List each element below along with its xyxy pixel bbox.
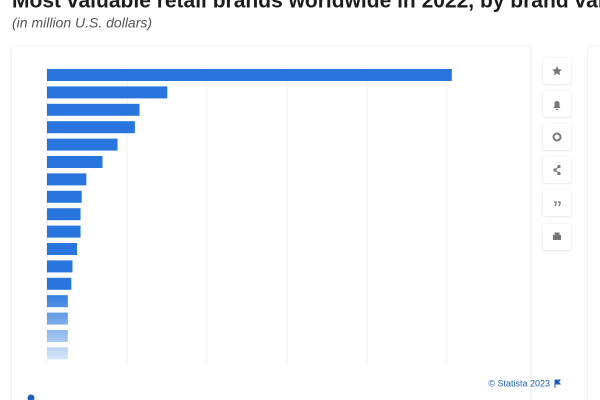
- cite-button[interactable]: [543, 190, 571, 216]
- bar: [47, 121, 135, 134]
- bookmark-button[interactable]: [543, 58, 571, 84]
- bar: [47, 208, 81, 221]
- chart-title: Most valuable retail brands worldwide in…: [12, 0, 600, 13]
- bar: [47, 156, 103, 168]
- share-button[interactable]: [543, 157, 571, 183]
- bar: [47, 243, 78, 255]
- print-button[interactable]: [543, 224, 571, 250]
- info-dot: [27, 394, 35, 400]
- chart-card: [12, 47, 530, 400]
- bar: [47, 173, 87, 186]
- bar: [47, 260, 73, 273]
- source-credit: © Statista 2023: [488, 378, 550, 388]
- toolbar: [543, 58, 571, 250]
- settings-button[interactable]: [543, 124, 571, 150]
- bar: [47, 225, 81, 238]
- bar: [47, 277, 72, 290]
- plot-area: [46, 67, 452, 363]
- bar: [47, 86, 168, 99]
- bar: [47, 190, 82, 203]
- bar: [47, 138, 118, 151]
- flag-icon: [554, 379, 561, 388]
- alert-button[interactable]: [543, 91, 571, 117]
- chart-subtitle: (in million U.S. dollars): [12, 15, 152, 31]
- side-card: [588, 47, 600, 400]
- bar: [47, 103, 140, 116]
- fade-overlay: [44, 290, 84, 362]
- bar: [47, 69, 452, 81]
